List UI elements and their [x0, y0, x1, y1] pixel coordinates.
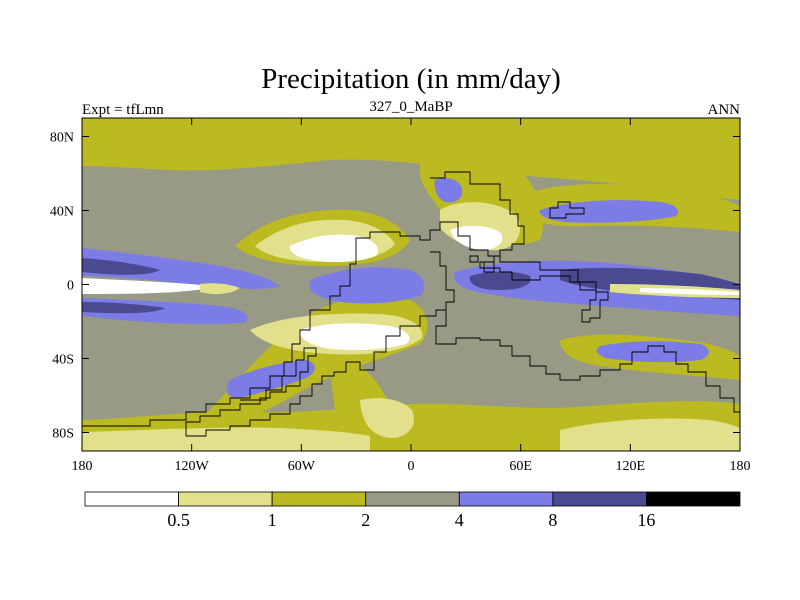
y-tick-label: 40S: [52, 353, 74, 368]
colorbar-label: 1: [268, 510, 277, 530]
y-axis: 80N 40N 0 40S 80S: [50, 131, 740, 442]
contour-wet-east-asia: [539, 200, 679, 223]
contour-dry-south-pacific: [299, 323, 410, 351]
contour-light-atlantic: [360, 398, 414, 438]
colorbar: 0.5 1 2 4 8 16: [84, 491, 741, 530]
colorbar-label: 16: [637, 510, 655, 530]
contour-light-antarctic: [82, 427, 370, 451]
y-tick-label: 80N: [50, 131, 74, 146]
contour-very-wet-south: [82, 302, 165, 314]
y-tick-label: 40N: [50, 205, 74, 220]
colorbar-label: 8: [548, 510, 557, 530]
colorbar-swatch: [646, 491, 741, 507]
y-tick-label: 0: [67, 279, 74, 294]
contour-wet-north-tropics: [82, 248, 280, 289]
x-tick-label: 180: [72, 459, 93, 474]
contour-very-wet-central: [469, 271, 531, 290]
season-label: ANN: [708, 102, 741, 118]
contour-dry-asia: [450, 225, 503, 250]
contour-wet-asia-north: [434, 178, 463, 203]
contour-equatorial-dry-tongue: [82, 278, 215, 294]
colorbar-label: 2: [361, 510, 370, 530]
contour-north-polar: [82, 118, 740, 200]
colorbar-swatch: [178, 491, 273, 507]
continent-outline: [82, 171, 740, 437]
contour-wet-storm-south: [596, 341, 709, 363]
x-tick-label: 0: [408, 459, 415, 474]
island-outline-north: [549, 201, 585, 219]
contour-very-wet-north: [82, 258, 160, 275]
contour-light-antarctic-east: [560, 418, 740, 451]
colorbar-swatch: [84, 491, 179, 507]
x-tick-label: 120W: [175, 459, 210, 474]
x-tick-label: 60W: [288, 459, 316, 474]
precipitation-map: [82, 118, 740, 451]
colorbar-swatch: [458, 491, 554, 507]
island-outline-central: [469, 255, 495, 273]
x-tick-label: 120E: [616, 459, 646, 474]
colorbar-swatch: [552, 491, 647, 507]
x-axis: 180 120W 60W 0 60E 120E 180: [72, 118, 751, 474]
colorbar-swatch: [271, 491, 367, 507]
chart-subtitle: 327_0_MaBP: [369, 99, 452, 115]
chart-title: Precipitation (in mm/day): [261, 63, 561, 95]
colorbar-swatch: [365, 491, 460, 507]
contour-wet-storm-south-pacific: [226, 360, 315, 398]
x-tick-label: 60E: [509, 459, 532, 474]
contour-indian-dry-tongue: [640, 288, 740, 295]
colorbar-label: 0.5: [167, 510, 190, 530]
experiment-label: Expt = tfLmn: [82, 102, 164, 118]
y-tick-label: 80S: [52, 427, 74, 442]
contour-wet-atlantic: [309, 267, 425, 304]
x-tick-label: 180: [730, 459, 751, 474]
contour-equatorial-light: [200, 283, 240, 295]
colorbar-label: 4: [455, 510, 464, 530]
